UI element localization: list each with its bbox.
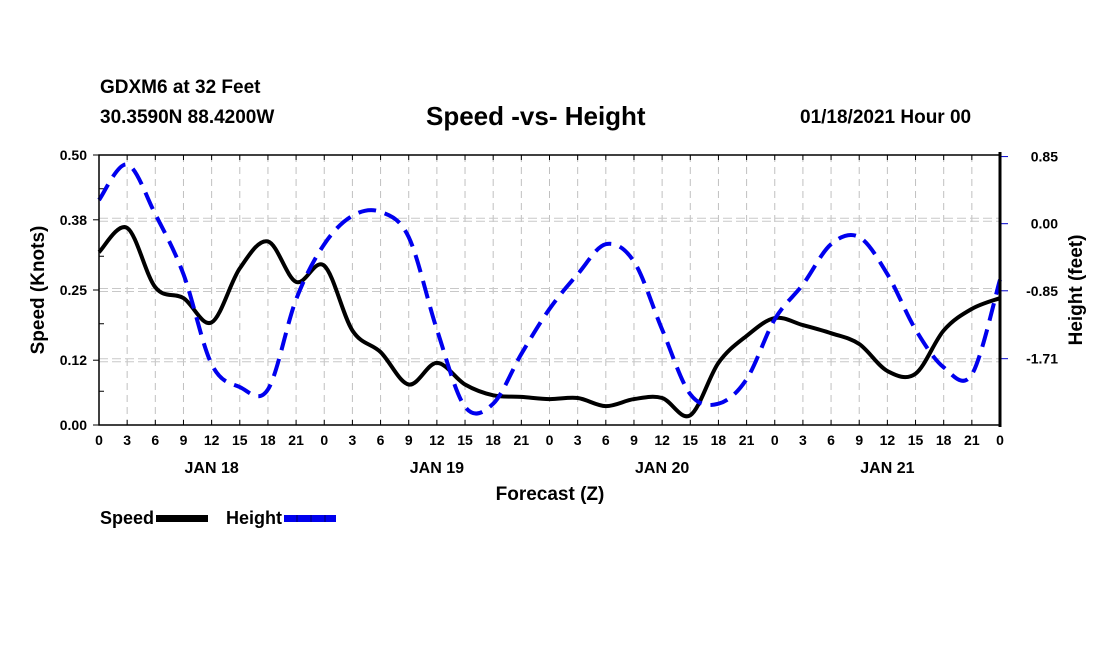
x-tick-label: 18 [260, 432, 276, 448]
x-tick-label: 9 [180, 432, 188, 448]
legend-height-swatch [284, 515, 337, 522]
y-left-tick-label: 0.25 [60, 282, 87, 298]
series-speed-line [97, 225, 1001, 419]
x-tick-label: 18 [711, 432, 727, 448]
x-tick-label: 18 [936, 432, 952, 448]
x-tick-label: 21 [739, 432, 755, 448]
y-left-tick-label: 0.00 [60, 417, 87, 433]
legend-height-label: Height [226, 508, 283, 528]
y-axis-right-title: Height (feet) [1066, 235, 1087, 346]
x-tick-label: 0 [95, 432, 103, 448]
x-tick-label: 3 [574, 432, 582, 448]
coordinates-label: 30.3590N 88.4200W [100, 107, 275, 128]
chart-title: Speed -vs- Height [426, 101, 646, 131]
y-right-tick-label: -0.85 [1026, 283, 1058, 299]
day-label: JAN 21 [860, 460, 914, 477]
y-left-tick-label: 0.50 [60, 147, 87, 163]
x-tick-label: 9 [405, 432, 413, 448]
x-tick-label: 18 [485, 432, 501, 448]
day-label: JAN 20 [635, 460, 689, 477]
x-tick-label: 15 [682, 432, 698, 448]
x-tick-label: 6 [377, 432, 385, 448]
station-label: GDXM6 at 32 Feet [100, 77, 261, 98]
day-label: JAN 19 [410, 460, 464, 477]
x-tick-label: 3 [349, 432, 357, 448]
forecast-datetime: 01/18/2021 Hour 00 [800, 107, 972, 128]
x-tick-label: 3 [123, 432, 131, 448]
y-axis-left-title: Speed (Knots) [28, 226, 49, 355]
y-left-tick-label: 0.12 [60, 352, 87, 368]
series-height-line [97, 162, 1002, 416]
x-tick-label: 21 [514, 432, 530, 448]
x-tick-label: 12 [654, 432, 670, 448]
x-tick-label: 0 [771, 432, 779, 448]
x-tick-label: 15 [457, 432, 473, 448]
x-tick-label: 9 [855, 432, 863, 448]
y-left-tick-label: 0.38 [60, 212, 87, 228]
x-tick-label: 12 [204, 432, 220, 448]
x-tick-label: 12 [880, 432, 896, 448]
legend-speed-label: Speed [100, 508, 155, 528]
series-lines [97, 162, 1002, 419]
legend: Speed Height [100, 508, 337, 529]
y-right-tick-label: 0.00 [1031, 216, 1058, 232]
x-tick-label: 12 [429, 432, 445, 448]
x-tick-label: 6 [602, 432, 610, 448]
x-tick-label: 3 [799, 432, 807, 448]
day-label: JAN 18 [185, 460, 239, 477]
y-right-tick-label: -1.71 [1026, 351, 1058, 367]
x-tick-label: 0 [546, 432, 554, 448]
x-tick-label: 9 [630, 432, 638, 448]
x-tick-label: 0 [320, 432, 328, 448]
x-tick-label: 15 [232, 432, 248, 448]
legend-speed-swatch [156, 515, 209, 522]
x-tick-label: 6 [827, 432, 835, 448]
x-tick-label: 0 [996, 432, 1004, 448]
axis-labels: 0 3 6 9 12 15 18 21 0 3 6 9 12 15 18 21 0 3 6 9 12 15 18 21 0 3 6 9… [60, 147, 1058, 477]
x-axis-title: Forecast (Z) [496, 484, 605, 505]
x-tick-label: 21 [288, 432, 304, 448]
y-right-tick-label: 0.85 [1031, 149, 1058, 165]
x-tick-label: 21 [964, 432, 980, 448]
grid-lines [99, 155, 1000, 425]
x-tick-label: 15 [908, 432, 924, 448]
x-tick-label: 6 [151, 432, 159, 448]
